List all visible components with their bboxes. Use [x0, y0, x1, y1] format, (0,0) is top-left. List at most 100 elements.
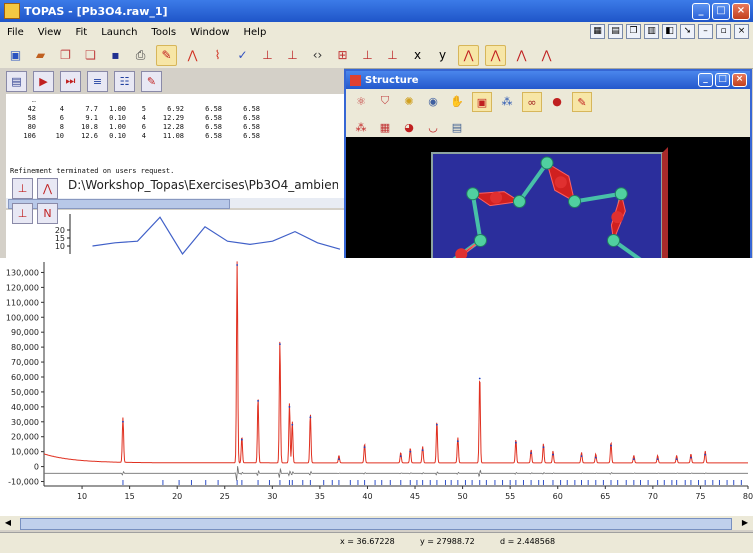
x-axis-icon[interactable]: x [413, 48, 422, 62]
chart-multi-icon[interactable]: N [37, 203, 58, 224]
cascade-icon[interactable]: ❐ [626, 24, 641, 39]
main-y-tick-label: 60,000 [11, 373, 39, 382]
chart-peak-icon[interactable]: ⋀ [37, 178, 58, 199]
main-y-tick-label: 70,000 [11, 358, 39, 367]
structure-title-bar: Structure _ □ × [346, 71, 750, 89]
params-icon[interactable]: ☷ [114, 70, 135, 92]
sphere-icon[interactable]: ● [552, 94, 562, 108]
main-y-tick-label: 50,000 [11, 388, 39, 397]
chart-tool-icon[interactable]: ⊥ [12, 178, 33, 199]
main-y-tick-label: 40,000 [11, 403, 39, 412]
code-icon[interactable]: ‹› [312, 48, 323, 62]
print-icon[interactable]: ⎙ [135, 47, 146, 62]
paste-icon[interactable]: ❏ [85, 48, 96, 62]
child-restore-icon[interactable]: ▫ [716, 24, 731, 39]
pen-icon[interactable]: ✎ [156, 44, 177, 66]
scroll-right-arrow[interactable]: ▶ [741, 518, 749, 527]
observed-peak-point [338, 458, 340, 461]
bonds-icon[interactable]: ∞ [522, 92, 542, 112]
structure-close-button[interactable]: × [732, 73, 747, 87]
menu-launch[interactable]: Launch [101, 26, 138, 38]
horizontal-scrollbar[interactable]: ◀ ▶ [0, 516, 753, 530]
light-icon[interactable]: ✺ [404, 94, 414, 108]
grid-icon[interactable]: ▦ [590, 24, 605, 39]
ball-icon[interactable]: ◕ [404, 120, 414, 134]
observed-peak-point [436, 423, 438, 426]
save-icon[interactable]: ▪ [111, 48, 120, 62]
bond [470, 193, 483, 241]
shield-icon[interactable]: ⛉ [380, 94, 390, 107]
status-x: x = 36.67228 [340, 537, 395, 546]
log-scrollbar[interactable] [6, 198, 344, 209]
mini-y-tick-label: 10 [55, 242, 65, 251]
structure-maximize-button[interactable]: □ [715, 73, 730, 87]
maximize-button[interactable]: □ [712, 3, 730, 20]
layout-icon[interactable]: ◧ [662, 24, 677, 39]
pencil-icon[interactable]: ✎ [572, 92, 592, 112]
child-minimize-icon[interactable]: – [698, 24, 713, 39]
eye-icon[interactable]: ◉ [428, 94, 438, 108]
table-icon[interactable]: ▤ [608, 24, 623, 39]
menu-view[interactable]: View [37, 26, 62, 38]
minimize-button[interactable]: _ [692, 3, 710, 20]
fit-peak-icon[interactable]: ⌇ [214, 48, 221, 62]
window-title: TOPAS - [Pb3O4.raw_1] [24, 4, 168, 18]
main-y-tick-label: 20,000 [11, 433, 39, 442]
cluster-icon[interactable]: ⁂ [355, 120, 367, 134]
zoom-icon[interactable]: ⊥ [387, 48, 398, 62]
scan-icon[interactable]: ⊥ [362, 48, 373, 62]
stop-icon[interactable]: ⏭ [60, 70, 81, 92]
molecule-icon[interactable]: ⁂ [501, 94, 513, 108]
window-icon[interactable]: ▤ [6, 70, 27, 92]
structure-minimize-button[interactable]: _ [698, 73, 713, 87]
menu-fit[interactable]: Fit [75, 26, 88, 38]
menu-file[interactable]: File [7, 26, 24, 38]
pattern-diff-icon[interactable]: ⋀ [516, 48, 527, 62]
log-scroll-thumb[interactable] [8, 199, 230, 209]
glasses-icon[interactable]: ◡ [428, 120, 438, 134]
pattern-overlay-icon[interactable]: ⋀ [541, 48, 552, 62]
sheet-icon[interactable]: ▤ [451, 120, 463, 134]
difference-curve [44, 466, 748, 481]
brush-icon[interactable]: ✎ [141, 70, 162, 92]
close-button[interactable]: × [732, 3, 750, 20]
index-icon[interactable]: ⊥ [262, 48, 273, 62]
pb-atom [455, 248, 468, 261]
arrow-icon[interactable]: ➘ [680, 24, 695, 39]
horizontal-scroll-thumb[interactable] [20, 518, 732, 530]
o-atom [466, 187, 480, 201]
menu-tools[interactable]: Tools [151, 26, 177, 38]
observed-peak-point [610, 444, 612, 447]
grid-bars-icon[interactable]: ≡ [87, 70, 108, 92]
copy-icon[interactable]: ❐ [60, 48, 71, 62]
menu-window[interactable]: Window [190, 26, 230, 38]
atoms-icon[interactable]: ⚛ [356, 94, 366, 108]
pattern-multi-icon[interactable]: ⋀ [485, 44, 506, 66]
main-toolbar: ▣ ▰ ❐ ❏ ▪ ⎙ ✎ ⋀ ⌇ ✓ ⊥ ⊥ ‹› ⊞ ⊥ ⊥ x y ⋀ ⋀… [0, 42, 753, 69]
cell-icon[interactable]: ▦ [379, 120, 391, 134]
baseline-icon[interactable]: ⊥ [287, 48, 298, 62]
check-peak-icon[interactable]: ✓ [237, 48, 248, 62]
chart-scale-icon[interactable]: ⊥ [12, 203, 33, 224]
child-close-icon[interactable]: × [734, 24, 749, 39]
app-icon [4, 3, 20, 19]
open-icon[interactable]: ▰ [35, 48, 46, 62]
run-icon[interactable]: ▶ [33, 70, 54, 92]
scroll-left-arrow[interactable]: ◀ [4, 518, 12, 527]
observed-peak-point [309, 416, 312, 419]
observed-peak-point [409, 450, 412, 453]
status-bar: x = 36.67228 y = 27988.72 d = 2.448568 [0, 532, 753, 553]
menu-help[interactable]: Help [243, 26, 267, 38]
hand-icon[interactable]: ✋ [450, 94, 464, 108]
tile-icon[interactable]: ▥ [644, 24, 659, 39]
main-x-tick-label: 75 [695, 492, 705, 501]
peak-icon[interactable]: ⋀ [187, 48, 198, 62]
pattern-icon[interactable]: ⋀ [458, 44, 479, 66]
range-icon[interactable]: ⊞ [337, 48, 348, 62]
y-axis-icon[interactable]: y [438, 48, 447, 62]
o-atom [540, 156, 554, 170]
new-icon[interactable]: ▣ [9, 48, 22, 62]
observed-peak-point [690, 456, 692, 459]
box-icon[interactable]: ▣ [472, 92, 492, 112]
